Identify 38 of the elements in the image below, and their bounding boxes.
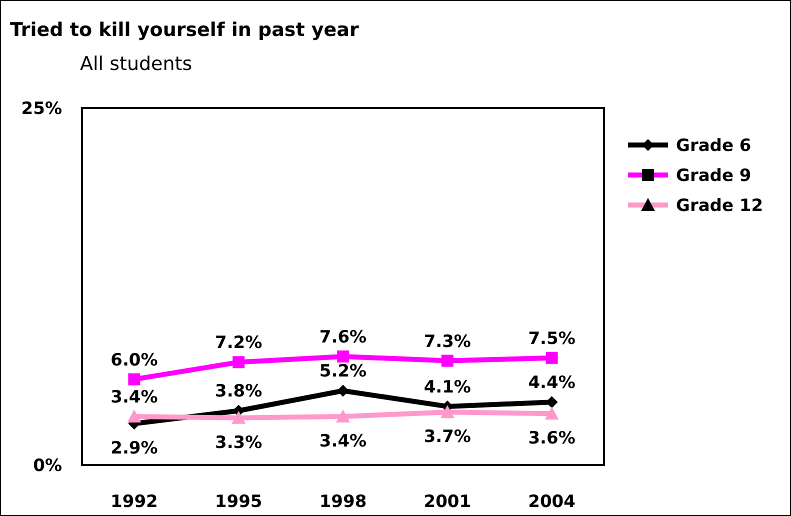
- data-label: 7.3%: [424, 332, 471, 352]
- data-label: 5.2%: [319, 362, 367, 382]
- point: [440, 405, 454, 418]
- data-label: 3.4%: [319, 431, 367, 452]
- x-tick-label: 2001: [424, 492, 472, 512]
- point: [232, 356, 245, 368]
- point: [544, 406, 559, 420]
- data-label: 7.6%: [319, 327, 367, 348]
- point: [336, 409, 350, 422]
- chart-subtitle: All students: [80, 53, 192, 75]
- point: [232, 410, 246, 424]
- x-tick-label: 2004: [528, 492, 576, 512]
- point: [441, 354, 454, 367]
- data-label: 4.4%: [528, 373, 576, 394]
- data-label: 7.2%: [215, 333, 262, 354]
- data-label: 3.4%: [110, 387, 158, 408]
- chart-title: Tried to kill yourself in past year: [10, 19, 360, 41]
- data-label: 2.9%: [110, 438, 158, 459]
- point: [337, 350, 349, 362]
- legend-label: Grade 9: [676, 166, 752, 186]
- data-label: 7.5%: [528, 328, 576, 349]
- legend-label: Grade 12: [676, 196, 764, 216]
- x-tick-label: 1995: [214, 492, 262, 512]
- x-tick-label: 1992: [110, 492, 158, 512]
- point: [128, 373, 140, 386]
- legend-label: Grade 6: [676, 136, 752, 156]
- data-label: 3.7%: [424, 427, 471, 448]
- point: [546, 352, 558, 364]
- data-label: 4.1%: [424, 377, 471, 398]
- y-tick-label: 25%: [21, 98, 62, 119]
- y-tick-label: 0%: [33, 456, 62, 476]
- point: [337, 384, 349, 397]
- data-label: 3.6%: [528, 428, 576, 449]
- x-tick-label: 1998: [319, 492, 367, 512]
- data-label: 3.3%: [215, 432, 262, 453]
- data-label: 6.0%: [110, 350, 158, 370]
- data-label: 3.8%: [215, 382, 262, 402]
- point: [127, 409, 142, 422]
